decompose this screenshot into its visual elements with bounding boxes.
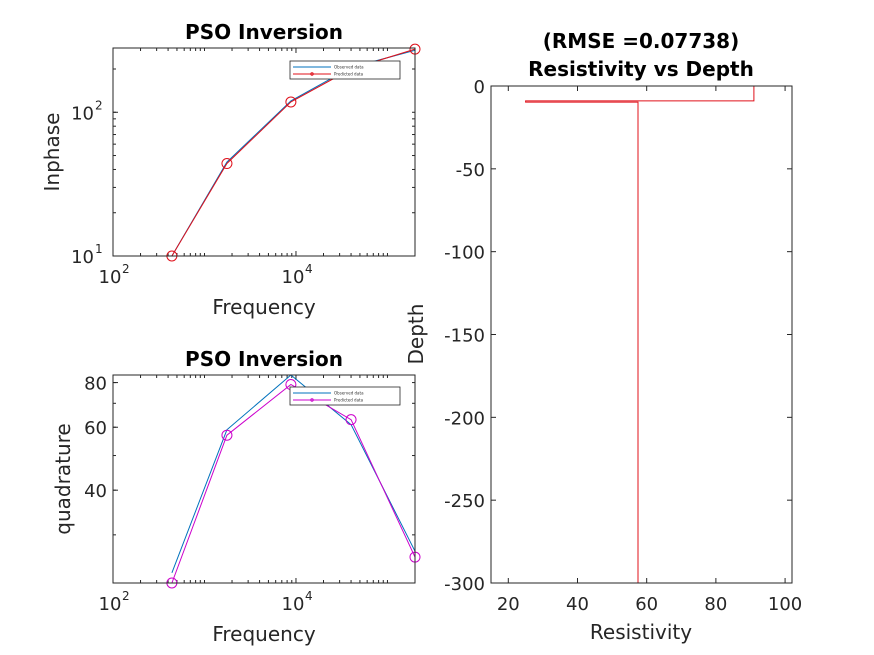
inphase-chart: PSO Inversion 10 2 10 410 110 2 Observed data…	[40, 20, 421, 319]
resistivity-depth-chart: (RMSE =0.07738) Resistivity vs Depth 20 4…	[404, 29, 802, 644]
resistivity-x-tick-label: 80	[704, 594, 727, 615]
inphase-legend-predicted-label: Predicted data	[334, 72, 364, 77]
resistivity-ticks: 20 40 60 80 100 0 -50 -100 -150 -200 -250 -300	[444, 77, 802, 615]
quadrature-x-tick-label: 10	[282, 594, 305, 615]
resistivity-x-tick-label: 40	[566, 594, 589, 615]
inphase-legend-observed-label: Observed data	[334, 65, 364, 70]
inphase-x-tick-label: 10	[99, 267, 122, 288]
inphase-y-axis-label: Inphase	[40, 113, 64, 192]
inphase-legend-predicted-marker	[310, 72, 314, 76]
resistivity-chart-title-line2: Resistivity vs Depth	[528, 57, 754, 81]
depth-y-tick-label: -300	[444, 574, 485, 595]
quadrature-legend-observed-label: Observed data	[334, 391, 364, 396]
resistivity-x-tick-label: 100	[768, 594, 802, 615]
quadrature-legend: Observed data Predicted data	[289, 386, 401, 406]
depth-y-tick-label: -100	[444, 243, 485, 264]
quadrature-predicted-line	[171, 383, 416, 584]
resistivity-plot-frame	[490, 85, 793, 584]
resistivity-y-axis-label: Depth	[404, 304, 428, 365]
quadrature-y-tick-label: 80	[84, 374, 107, 395]
inphase-chart-title: PSO Inversion	[185, 20, 343, 44]
resistivity-series	[525, 86, 755, 583]
quadrature-plot-frame	[112, 374, 416, 584]
quadrature-x-tick-exponent: 2	[122, 589, 130, 603]
resistivity-model-line	[525, 86, 755, 583]
quadrature-x-axis-label: Frequency	[212, 622, 315, 646]
resistivity-x-tick-label: 20	[497, 594, 520, 615]
inphase-y-tick-exponent: 1	[95, 242, 103, 256]
inphase-x-tick-exponent: 4	[305, 262, 313, 276]
inphase-x-tick-label: 10	[282, 267, 305, 288]
inphase-predicted-point	[285, 96, 297, 108]
quadrature-chart-title: PSO Inversion	[185, 347, 343, 371]
quadrature-x-tick-exponent: 4	[305, 589, 313, 603]
resistivity-x-axis-label: Resistivity	[590, 620, 692, 644]
quadrature-y-tick-label: 40	[84, 481, 107, 502]
resistivity-chart-title-line1: (RMSE =0.07738)	[543, 29, 739, 53]
inphase-y-tick-label: 10	[71, 247, 94, 268]
depth-y-tick-label: 0	[474, 77, 485, 98]
quadrature-x-tick-label: 10	[99, 594, 122, 615]
inphase-x-tick-exponent: 2	[122, 262, 130, 276]
depth-y-tick-label: -250	[444, 491, 485, 512]
quadrature-legend-predicted-label: Predicted data	[334, 398, 364, 403]
quadrature-legend-predicted-marker	[310, 398, 314, 402]
inphase-legend: Observed data Predicted data	[289, 60, 401, 80]
inphase-x-axis-label: Frequency	[212, 295, 315, 319]
inphase-y-tick-label: 10	[71, 103, 94, 124]
quadrature-y-axis-label: quadrature	[51, 423, 75, 534]
depth-y-tick-label: -200	[444, 408, 485, 429]
inphase-plot-frame	[112, 47, 416, 257]
inphase-ticks: 10 2 10 410 110 2	[71, 48, 416, 288]
quadrature-predicted-point	[221, 429, 233, 441]
inphase-y-tick-exponent: 2	[95, 98, 103, 112]
quadrature-predicted-point	[345, 414, 357, 426]
resistivity-x-tick-label: 60	[635, 594, 658, 615]
inphase-predicted-point	[221, 158, 233, 170]
depth-y-tick-label: -150	[444, 326, 485, 347]
depth-y-tick-label: -50	[456, 160, 485, 181]
quadrature-y-tick-label: 60	[84, 418, 107, 439]
